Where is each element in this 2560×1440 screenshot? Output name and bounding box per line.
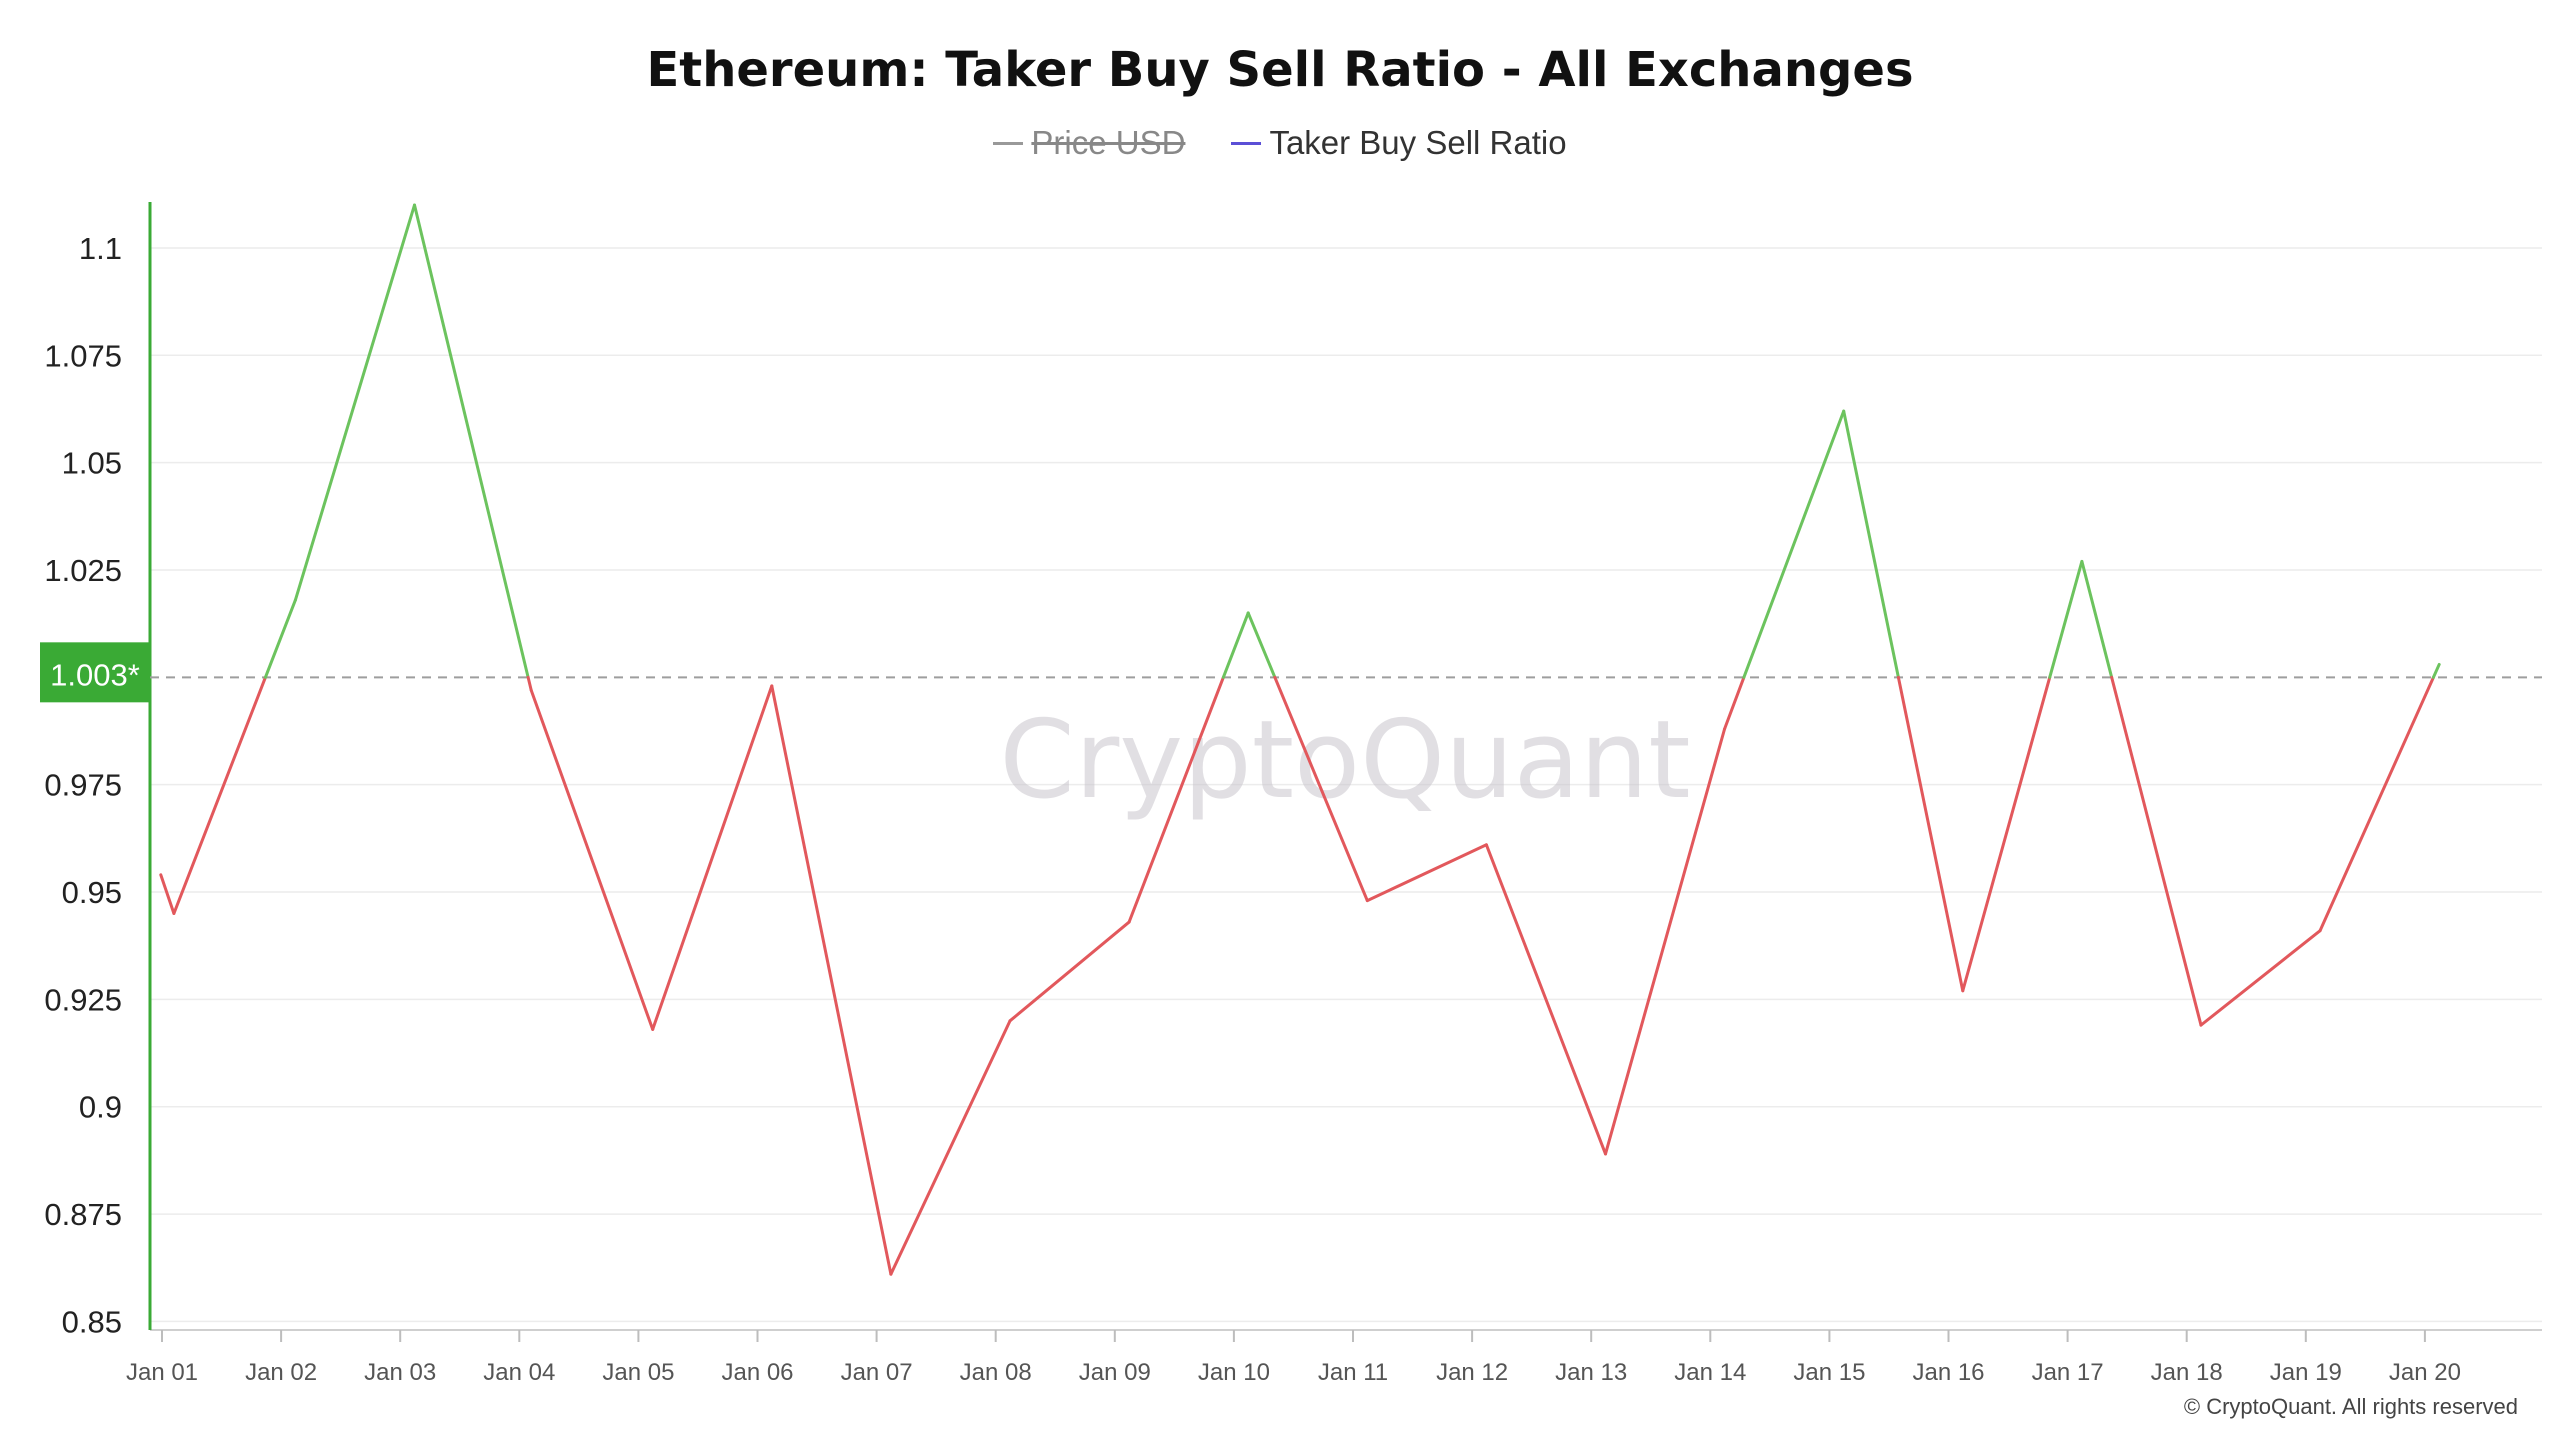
y-tick-label: 0.925	[44, 982, 122, 1017]
y-tick-label: 1.1	[79, 231, 122, 266]
y-tick-label: 1.075	[44, 338, 122, 373]
x-tick-label: Jan 16	[1912, 1359, 1984, 1386]
series-segment	[770, 684, 893, 1276]
x-tick-label: Jan 07	[841, 1359, 913, 1386]
series-segment	[526, 675, 533, 692]
series-segment	[293, 203, 416, 602]
legend-swatch-price	[993, 141, 1024, 145]
series-segment	[1127, 675, 1225, 924]
series-segment	[1723, 675, 1746, 731]
series-segment	[2318, 675, 2435, 933]
x-tick-label: Jan 01	[126, 1359, 198, 1386]
y-tick-label: 0.85	[62, 1304, 122, 1339]
series-segment	[1365, 843, 1488, 903]
x-tick-label: Jan 13	[1555, 1359, 1627, 1386]
series-segment	[1246, 611, 1277, 679]
series-segment	[263, 598, 297, 679]
series-segment	[1603, 727, 1727, 1156]
series-segment	[1896, 675, 1965, 993]
x-tick-label: Jan 20	[2389, 1359, 2461, 1386]
chart-title: Ethereum: Taker Buy Sell Ratio - All Exc…	[646, 42, 1914, 98]
legend-item-ratio[interactable]: Taker Buy Sell Ratio	[1231, 124, 1567, 162]
x-tick-label: Jan 06	[721, 1359, 793, 1386]
x-tick-label: Jan 04	[483, 1359, 555, 1386]
legend-item-price[interactable]: Price USD	[993, 124, 1185, 162]
x-tick-label: Jan 03	[364, 1359, 436, 1386]
series-segment	[1221, 611, 1250, 679]
x-tick-label: Jan 11	[1318, 1359, 1388, 1386]
x-tick-label: Jan 05	[602, 1359, 674, 1386]
legend-swatch-ratio	[1231, 141, 1262, 145]
series-segment	[412, 203, 530, 679]
threshold-label: 1.003*	[50, 657, 140, 692]
y-tick-label: 0.975	[44, 768, 122, 803]
series-segment	[1273, 675, 1369, 903]
series-segment	[889, 1019, 1012, 1276]
x-tick-label: Jan 10	[1198, 1359, 1270, 1386]
series-segment	[1484, 843, 1607, 1156]
series-segment	[2431, 662, 2441, 679]
x-tick-label: Jan 14	[1674, 1359, 1746, 1386]
legend-label-price: Price USD	[1031, 124, 1186, 161]
x-tick-label: Jan 15	[1793, 1359, 1865, 1386]
series-segment	[2080, 559, 2114, 679]
series-segment	[1842, 409, 1900, 679]
y-tick-label: 0.95	[62, 875, 122, 910]
x-tick-label: Jan 18	[2151, 1359, 2223, 1386]
y-tick-label: 1.025	[44, 553, 122, 588]
watermark-text: CryptoQuant	[999, 698, 1690, 823]
threshold-label-box	[40, 642, 150, 703]
y-tick-label: 0.875	[44, 1197, 122, 1232]
x-tick-label: Jan 02	[245, 1359, 317, 1386]
series-segment	[172, 675, 267, 915]
x-tick-label: Jan 08	[960, 1359, 1032, 1386]
y-tick-label: 0.9	[79, 1090, 122, 1125]
series-segment	[2199, 929, 2322, 1027]
x-tick-label: Jan 19	[2270, 1359, 2342, 1386]
series-segment	[651, 684, 774, 1031]
y-tick-label: 1.05	[62, 446, 122, 481]
series-segment	[2048, 559, 2084, 679]
x-tick-label: Jan 12	[1436, 1359, 1508, 1386]
series-segment	[1961, 675, 2052, 993]
legend-label-ratio: Taker Buy Sell Ratio	[1269, 124, 1567, 161]
copyright-notice: © CryptoQuant. All rights reserved	[2183, 1394, 2518, 1419]
series-segment	[1008, 920, 1131, 1023]
series-segment	[1742, 409, 1846, 679]
x-tick-label: Jan 09	[1079, 1359, 1151, 1386]
series-segment	[159, 873, 176, 915]
series-segment	[529, 688, 655, 1031]
x-tick-label: Jan 17	[2032, 1359, 2104, 1386]
chart-legend: Price USD Taker Buy Sell Ratio	[0, 124, 2560, 162]
series-segment	[2110, 675, 2203, 1027]
